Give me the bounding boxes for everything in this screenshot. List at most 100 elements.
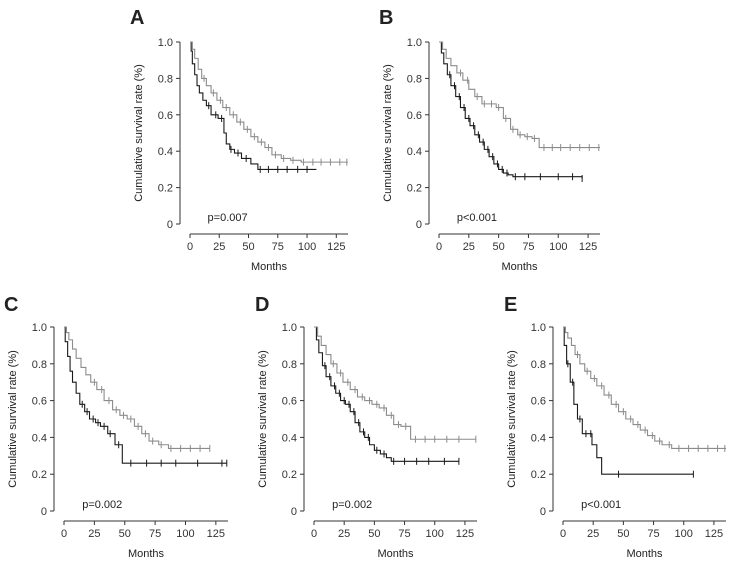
y-tick-label: 0.8 [158, 73, 173, 85]
y-tick-label: 0.2 [282, 469, 297, 481]
x-tick-label: 0 [187, 241, 193, 253]
p-value-label: p<0.001 [581, 499, 621, 511]
panel-d: D 0 25 50 75 100 125 Months 0 0.2 0.4 0.6 0.8 1.0 Cumu… [255, 294, 477, 560]
series-group-1 [64, 326, 228, 467]
panel-letter: A [130, 7, 144, 29]
x-tick-label: 50 [242, 241, 254, 253]
y-tick-label: 0.2 [531, 469, 546, 481]
x-tick-label: 0 [560, 528, 566, 540]
survival-curve [190, 41, 317, 170]
x-tick-label: 125 [579, 241, 597, 253]
y-tick-label: 0.6 [282, 396, 297, 408]
survival-curve [439, 41, 600, 149]
x-tick-label: 100 [426, 528, 444, 540]
y-axis-label: Cumulative survival rate (%) [382, 64, 394, 202]
y-axis-label: Cumulative survival rate (%) [7, 350, 19, 488]
y-tick-label: 0.6 [407, 110, 422, 122]
panel-b: B 0 25 50 75 100 125 Months 0 0.2 0.4 0.6 0.8 1.0 Cumu… [379, 7, 600, 273]
y-tick-label: 1.0 [531, 322, 546, 334]
x-tick-label: 25 [463, 241, 475, 253]
y-tick-label: 0 [416, 219, 422, 231]
p-value-label: p=0.007 [208, 212, 248, 224]
survival-curve [314, 326, 476, 440]
p-value-label: p=0.002 [332, 499, 372, 511]
y-tick-label: 0.2 [158, 183, 173, 195]
x-tick-label: 50 [119, 528, 131, 540]
x-tick-label: 100 [298, 241, 316, 253]
panel-c: C 0 25 50 75 100 125 Months 0 0.2 0.4 0.6 0.8 1.0 Cumu… [4, 294, 228, 560]
x-tick-label: 75 [522, 241, 534, 253]
x-axis-label: Months [626, 548, 663, 560]
p-value-label: p<0.001 [457, 212, 497, 224]
series-group-2 [439, 41, 600, 152]
x-tick-label: 100 [549, 241, 567, 253]
panel-letter: C [4, 294, 18, 316]
y-tick-label: 0.4 [158, 146, 173, 158]
y-tick-label: 1.0 [282, 322, 297, 334]
y-tick-label: 0.6 [531, 396, 546, 408]
x-tick-label: 25 [88, 528, 100, 540]
x-tick-label: 0 [311, 528, 317, 540]
x-tick-label: 0 [61, 528, 67, 540]
series-group-2 [314, 326, 477, 443]
y-tick-label: 0 [291, 506, 297, 518]
y-tick-label: 0.6 [158, 110, 173, 122]
survival-curve [563, 326, 726, 449]
series-group-1 [190, 41, 317, 173]
series-group-2 [190, 41, 348, 166]
y-tick-label: 0.8 [407, 73, 422, 85]
y-tick-label: 1.0 [32, 322, 47, 334]
survival-curve [563, 326, 694, 475]
y-tick-label: 0.4 [32, 432, 47, 444]
y-tick-label: 0.6 [32, 396, 47, 408]
x-tick-label: 25 [338, 528, 350, 540]
series-group-2 [64, 326, 211, 452]
series-group-1 [314, 326, 460, 465]
x-tick-label: 25 [587, 528, 599, 540]
y-tick-label: 0 [540, 506, 546, 518]
x-tick-label: 0 [436, 241, 442, 253]
series-group-2 [563, 326, 726, 452]
x-tick-label: 125 [705, 528, 723, 540]
x-axis-label: Months [377, 548, 414, 560]
y-tick-label: 1.0 [158, 37, 173, 49]
x-tick-label: 75 [149, 528, 161, 540]
x-axis-label: Months [128, 548, 165, 560]
survival-curve [64, 326, 227, 464]
series-group-1 [439, 41, 583, 182]
y-tick-label: 1.0 [407, 37, 422, 49]
survival-curve [314, 326, 459, 462]
panel-letter: E [504, 294, 517, 316]
y-tick-label: 0.8 [32, 359, 47, 371]
x-tick-label: 25 [213, 241, 225, 253]
panel-a: A 0 25 50 75 100 125 Months 0 0.2 0.4 0.6 0.8 1.0 Cumu… [130, 7, 348, 273]
x-tick-label: 50 [493, 241, 505, 253]
x-tick-label: 125 [207, 528, 225, 540]
y-tick-label: 0.4 [282, 432, 297, 444]
y-tick-label: 0.2 [407, 183, 422, 195]
y-tick-label: 0 [167, 219, 173, 231]
x-axis-label: Months [251, 261, 288, 273]
y-tick-label: 0.4 [407, 146, 422, 158]
y-tick-label: 0 [41, 506, 47, 518]
y-tick-label: 0.2 [32, 469, 47, 481]
survival-curve [439, 41, 583, 179]
y-tick-label: 0.8 [531, 359, 546, 371]
survival-curve [64, 326, 210, 449]
x-tick-label: 75 [398, 528, 410, 540]
p-value-label: p=0.002 [82, 499, 122, 511]
series-group-1 [563, 326, 694, 478]
y-tick-label: 0.4 [531, 432, 546, 444]
panel-letter: D [255, 294, 269, 316]
x-tick-label: 75 [272, 241, 284, 253]
x-axis-label: Months [501, 261, 538, 273]
panel-letter: B [379, 7, 393, 29]
x-tick-label: 125 [327, 241, 345, 253]
x-tick-label: 50 [368, 528, 380, 540]
x-tick-label: 100 [176, 528, 194, 540]
survival-curve [190, 41, 348, 163]
x-tick-label: 75 [647, 528, 659, 540]
panel-e: E 0 25 50 75 100 125 Months 0 0.2 0.4 0.6 0.8 1.0 Cumu… [504, 294, 726, 560]
y-tick-label: 0.8 [282, 359, 297, 371]
